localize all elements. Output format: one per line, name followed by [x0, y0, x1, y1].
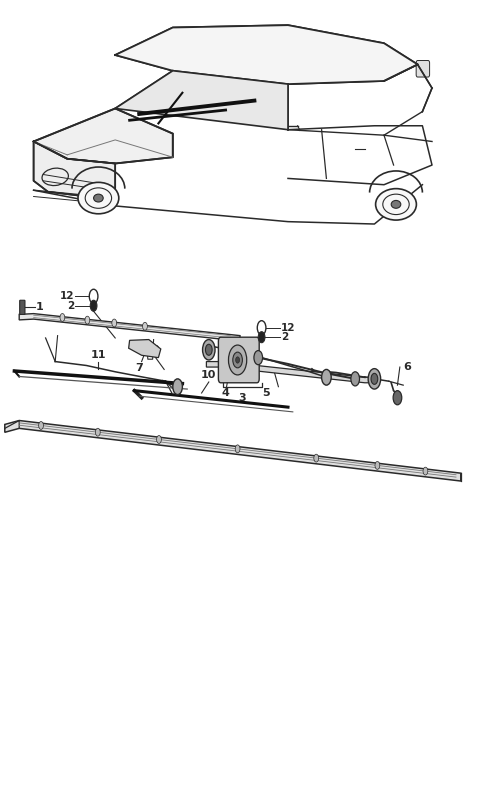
Circle shape [38, 421, 43, 429]
Circle shape [375, 461, 380, 469]
Circle shape [228, 345, 247, 375]
Circle shape [258, 332, 265, 343]
Polygon shape [115, 71, 288, 130]
Polygon shape [129, 340, 161, 358]
Circle shape [368, 369, 381, 389]
Polygon shape [206, 362, 379, 383]
Circle shape [236, 357, 240, 363]
Circle shape [85, 316, 90, 324]
Circle shape [60, 314, 65, 321]
Ellipse shape [94, 194, 103, 202]
Circle shape [96, 428, 100, 436]
Ellipse shape [376, 189, 417, 220]
Circle shape [371, 373, 378, 384]
Text: 2: 2 [281, 332, 288, 342]
FancyBboxPatch shape [218, 337, 259, 383]
Circle shape [254, 351, 263, 365]
Text: 3: 3 [239, 393, 246, 403]
Text: 9: 9 [151, 345, 159, 355]
Circle shape [322, 369, 331, 385]
Polygon shape [34, 108, 173, 163]
Circle shape [143, 322, 147, 330]
Text: 2: 2 [67, 301, 74, 310]
Polygon shape [115, 25, 418, 84]
Circle shape [173, 379, 182, 395]
FancyBboxPatch shape [416, 61, 430, 77]
Text: 1: 1 [36, 303, 43, 312]
Circle shape [112, 319, 117, 327]
FancyBboxPatch shape [20, 300, 25, 314]
Polygon shape [5, 421, 461, 481]
Circle shape [235, 445, 240, 453]
Circle shape [351, 372, 360, 386]
Circle shape [314, 454, 319, 462]
Text: 4: 4 [222, 388, 229, 399]
Circle shape [233, 352, 242, 368]
Circle shape [203, 340, 215, 360]
Circle shape [393, 391, 402, 405]
Circle shape [90, 300, 97, 311]
Text: 12: 12 [60, 291, 74, 300]
Ellipse shape [391, 200, 401, 208]
Ellipse shape [78, 182, 119, 214]
Circle shape [156, 435, 161, 443]
Circle shape [205, 344, 212, 355]
Text: 7: 7 [135, 363, 143, 373]
Text: 8: 8 [231, 355, 239, 365]
Text: 6: 6 [403, 362, 411, 372]
Text: 10: 10 [201, 370, 216, 380]
Text: 12: 12 [281, 323, 295, 332]
Polygon shape [34, 141, 115, 196]
Text: 5: 5 [263, 388, 270, 399]
Circle shape [423, 467, 428, 475]
Text: 11: 11 [91, 350, 106, 360]
Polygon shape [19, 314, 240, 341]
